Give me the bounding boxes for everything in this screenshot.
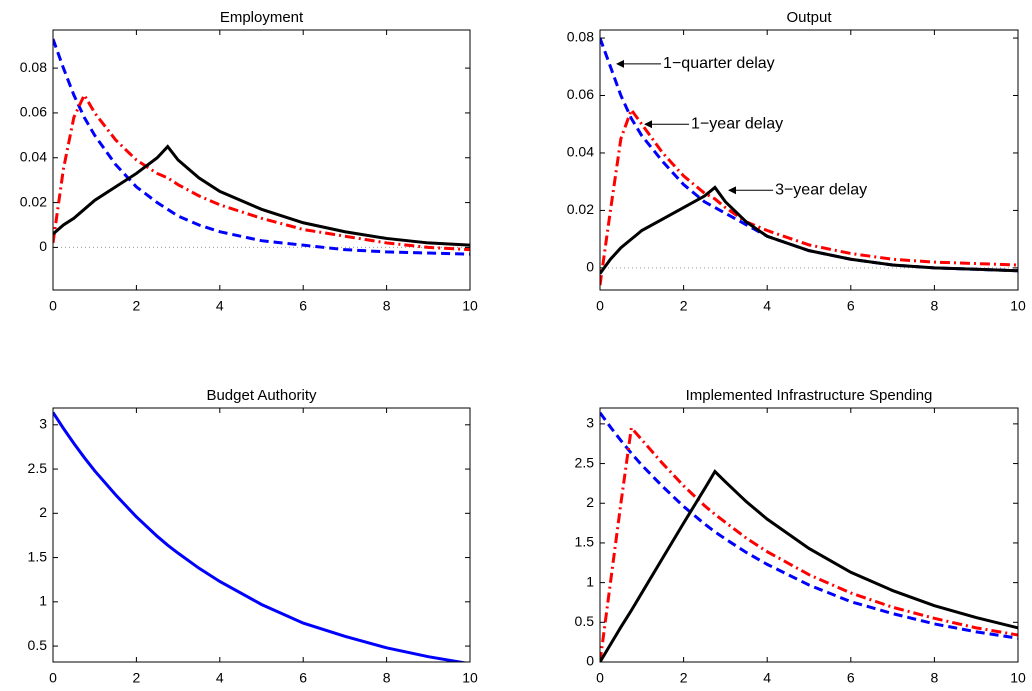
annotation: 1−quarter delay	[663, 55, 775, 72]
x-tick-label: 6	[847, 298, 855, 314]
chart-title: Implemented Infrastructure Spending	[686, 387, 933, 404]
x-tick-label: 8	[931, 670, 939, 686]
axes-box	[599, 29, 1019, 291]
y-tick-label: 2.5	[575, 454, 595, 470]
y-tick-label: 0	[586, 653, 594, 669]
x-tick-label: 4	[763, 670, 771, 686]
x-tick-label: 10	[462, 670, 478, 686]
series-line	[53, 411, 469, 662]
x-tick-label: 4	[216, 670, 224, 686]
chart-title: Output	[786, 9, 832, 26]
chart-title: Employment	[220, 9, 304, 26]
x-tick-label: 0	[49, 298, 57, 314]
x-tick-label: 6	[299, 670, 307, 686]
x-tick-label: 10	[1010, 670, 1026, 686]
y-tick-label: 0	[586, 259, 594, 275]
y-tick-label: 0.04	[567, 144, 594, 160]
series-line	[53, 144, 470, 247]
x-tick-label: 2	[133, 298, 141, 314]
annotation: 3−year delay	[775, 182, 867, 199]
series-line	[53, 91, 470, 252]
x-tick-label: 0	[596, 298, 604, 314]
x-tick-label: 6	[847, 670, 855, 686]
y-tick-label: 2	[39, 504, 47, 520]
y-tick-label: 1.5	[575, 534, 595, 550]
series-line	[600, 106, 1018, 286]
series-line	[600, 37, 1018, 273]
x-tick-label: 8	[931, 298, 939, 314]
axes-box	[52, 407, 471, 663]
x-tick-label: 0	[596, 670, 604, 686]
annotation: 1−year delay	[691, 115, 783, 132]
y-tick-label: 0.08	[567, 29, 594, 45]
y-tick-label: 1	[586, 573, 594, 589]
series-line	[600, 411, 1018, 640]
y-tick-label: 0.5	[575, 613, 595, 629]
y-tick-label: 0.02	[20, 193, 47, 209]
y-tick-label: 2.5	[28, 460, 48, 476]
y-tick-label: 0.06	[20, 104, 47, 120]
axes-box	[52, 29, 471, 291]
y-tick-label: 0.02	[567, 201, 594, 217]
y-tick-label: 0	[39, 238, 47, 254]
y-tick-label: 0.5	[28, 637, 48, 653]
y-tick-label: 0.04	[20, 148, 47, 164]
y-tick-label: 0.08	[20, 59, 47, 75]
y-tick-label: 1.5	[28, 548, 48, 564]
chart-title: Budget Authority	[206, 387, 317, 404]
x-tick-label: 2	[680, 298, 688, 314]
series-line	[600, 185, 1018, 275]
x-tick-label: 0	[49, 670, 57, 686]
x-tick-label: 2	[680, 670, 688, 686]
x-tick-label: 2	[133, 670, 141, 686]
x-tick-label: 10	[462, 298, 478, 314]
series-line	[53, 38, 470, 256]
x-tick-label: 4	[216, 298, 224, 314]
y-tick-label: 3	[586, 415, 594, 431]
x-tick-label: 8	[383, 670, 391, 686]
series-line	[600, 424, 1018, 662]
y-tick-label: 3	[39, 416, 47, 432]
y-tick-label: 0.06	[567, 86, 594, 102]
y-tick-label: 2	[586, 494, 594, 510]
x-tick-label: 8	[383, 298, 391, 314]
x-tick-label: 4	[763, 298, 771, 314]
x-tick-label: 6	[299, 298, 307, 314]
axes-box	[599, 407, 1019, 663]
series-line	[600, 469, 1018, 662]
y-tick-label: 1	[39, 593, 47, 609]
x-tick-label: 10	[1010, 298, 1026, 314]
